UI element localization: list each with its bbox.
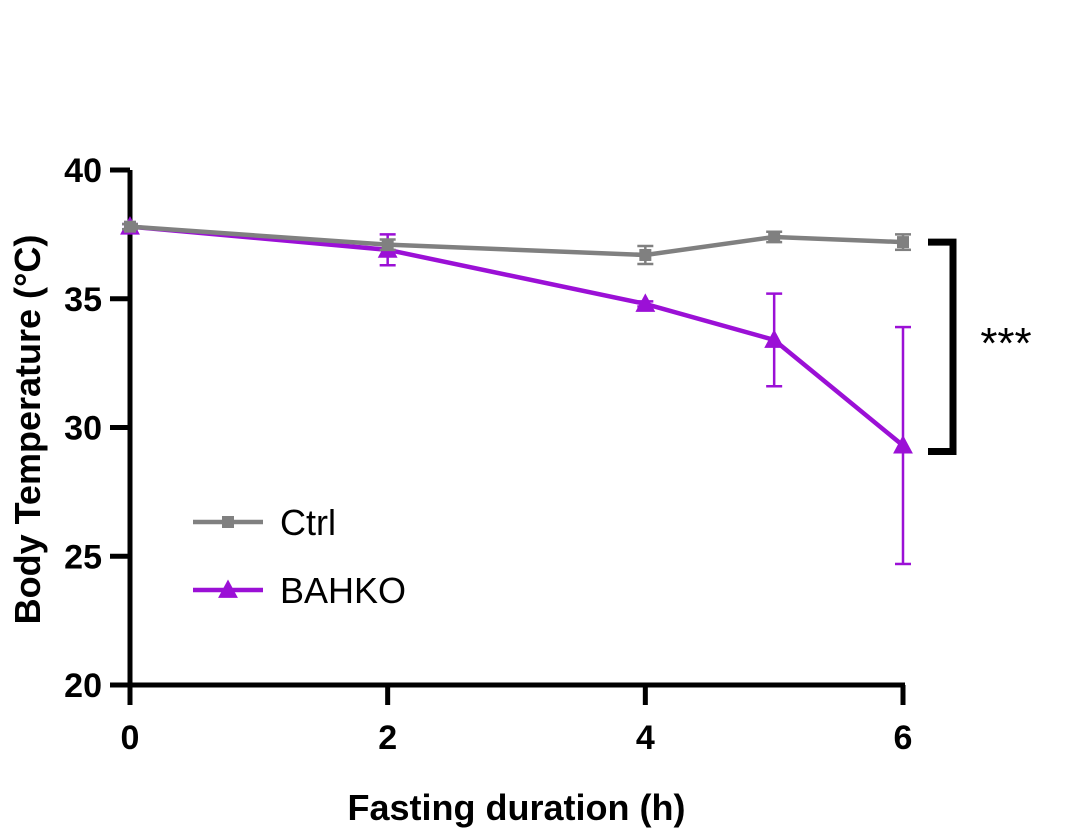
y-tick-label: 25: [64, 538, 102, 576]
series-layer: [120, 216, 913, 566]
legend-label: BAHKO: [280, 570, 406, 611]
axes: 20 25 30 35 40 0 2 4 6: [64, 152, 912, 757]
data-point: [764, 329, 785, 348]
y-tick-label: 40: [64, 152, 102, 190]
significance-label: ***: [980, 319, 1031, 368]
series-ctrl: [122, 220, 911, 266]
legend-item-ctrl: Ctrl: [193, 502, 336, 543]
x-axis-title: Fasting duration (h): [348, 787, 686, 828]
legend-item-bahko: BAHKO: [193, 570, 406, 611]
y-tick-label: 35: [64, 281, 102, 319]
legend-marker: [218, 579, 238, 598]
series-line: [129, 224, 905, 448]
y-tick-label: 20: [64, 667, 102, 705]
y-tick-label: 30: [64, 410, 102, 448]
legend: Ctrl BAHKO: [193, 502, 406, 611]
series-bahko: [120, 216, 913, 566]
x-tick-label: 6: [894, 719, 913, 757]
x-tick-label: 0: [121, 719, 140, 757]
y-axis-title: Body Temperature (°C): [7, 235, 48, 625]
x-tick-label: 4: [636, 719, 655, 757]
data-point: [635, 293, 656, 312]
data-point: [381, 238, 394, 251]
series-line: [129, 224, 904, 258]
data-point: [124, 220, 136, 233]
x-tick-label: 2: [378, 719, 397, 757]
data-point: [893, 434, 913, 454]
data-point: [639, 248, 652, 261]
data-point: [768, 230, 781, 243]
data-point: [897, 236, 909, 249]
legend-marker: [222, 516, 234, 528]
legend-label: Ctrl: [280, 502, 336, 543]
significance-annotation: ***: [928, 238, 1032, 456]
significance-bracket: [928, 238, 957, 456]
